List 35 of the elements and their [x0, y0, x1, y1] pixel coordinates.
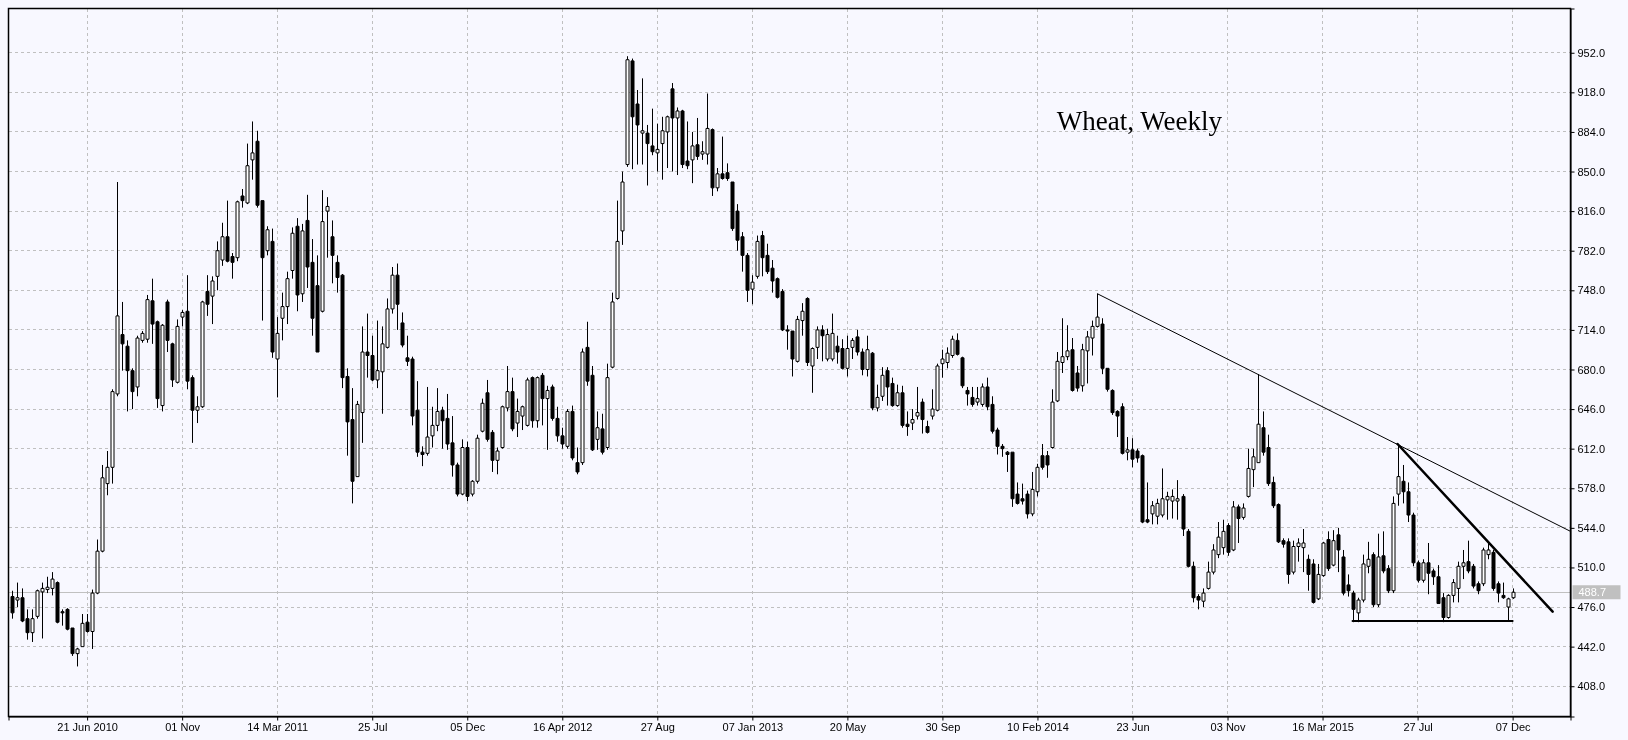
y-tick-label: 476.0 [1577, 601, 1606, 614]
y-tick-label: 714.0 [1577, 323, 1606, 336]
x-tick-label: 27 Jul [1403, 721, 1433, 734]
x-tick-label: 03 Nov [1210, 721, 1246, 734]
x-tick-label: 20 May [829, 721, 867, 734]
x-tick-label: 30 Sep [925, 721, 961, 734]
y-tick-label: 442.0 [1577, 640, 1606, 653]
x-tick-label: 16 Mar 2015 [1292, 721, 1354, 734]
x-tick-label: 16 Apr 2012 [533, 721, 593, 734]
text: Wheat, Weekly [1056, 106, 1223, 136]
y-tick-label: 646.0 [1577, 403, 1606, 416]
y-tick-label: 680.0 [1577, 363, 1606, 376]
ref-line-label: 488.7 [1578, 586, 1607, 599]
y-tick-label: 918.0 [1577, 86, 1606, 99]
y-tick-label: 408.0 [1577, 680, 1606, 693]
y-tick-label: 612.0 [1577, 442, 1606, 455]
x-tick-label: 07 Dec [1495, 721, 1532, 734]
y-tick-label: 578.0 [1577, 482, 1606, 495]
y-tick-label: 748.0 [1577, 284, 1606, 297]
x-tick-label: 07 Jan 2013 [722, 721, 784, 734]
x-tick-label: 23 Jun [1116, 721, 1150, 734]
x-tick-label: 27 Aug [640, 721, 675, 734]
y-tick-label: 816.0 [1577, 205, 1606, 218]
x-tick-label: 21 Jun 2010 [57, 721, 118, 734]
y-tick-label: 782.0 [1577, 244, 1606, 257]
x-tick-label: 14 Mar 2011 [247, 721, 309, 734]
x-tick-label: 10 Feb 2014 [1007, 721, 1069, 734]
y-tick-label: 884.0 [1577, 125, 1606, 138]
x-tick-label: 01 Nov [165, 721, 201, 734]
y-tick-label: 510.0 [1577, 561, 1606, 574]
x-tick-label: 25 Jul [358, 721, 388, 734]
y-tick-label: 952.0 [1577, 46, 1606, 59]
x-tick-label: 05 Dec [450, 721, 486, 734]
y-tick-label: 544.0 [1577, 521, 1606, 534]
y-tick-label: 850.0 [1577, 165, 1606, 178]
